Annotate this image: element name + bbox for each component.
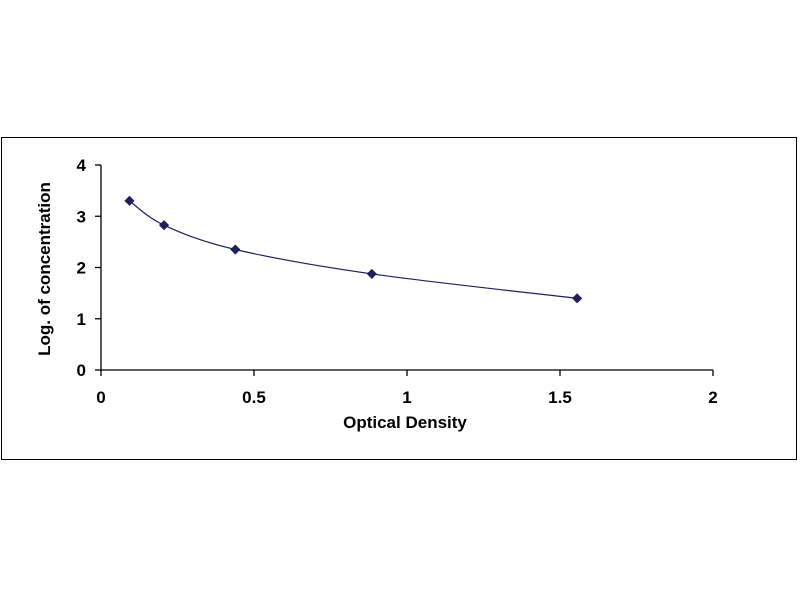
y-tick-label: 3 xyxy=(77,207,86,226)
y-tick-label: 1 xyxy=(77,310,86,329)
tick-labels: 0 0.5 1 1.5 2 0 1 2 3 4 xyxy=(77,156,718,407)
chart-frame xyxy=(1,137,797,460)
ticks xyxy=(95,164,714,376)
data-point xyxy=(572,293,583,304)
data-point xyxy=(366,268,377,279)
trend-line xyxy=(129,200,578,299)
x-axis-title: Optical Density xyxy=(343,413,467,432)
x-tick-label: 1.5 xyxy=(548,388,572,407)
y-axis-title: Log. of concentration xyxy=(35,182,54,356)
data-point xyxy=(230,244,241,255)
y-tick-label: 4 xyxy=(77,156,87,175)
x-tick-label: 0.5 xyxy=(242,388,266,407)
x-tick-label: 0 xyxy=(96,388,105,407)
data-point xyxy=(158,220,170,231)
y-tick-label: 0 xyxy=(77,361,86,380)
x-tick-label: 1 xyxy=(402,388,411,407)
data-point xyxy=(124,195,135,206)
y-tick-label: 2 xyxy=(77,259,86,278)
data-points xyxy=(124,195,583,304)
axes xyxy=(100,165,713,371)
x-tick-label: 2 xyxy=(708,388,717,407)
